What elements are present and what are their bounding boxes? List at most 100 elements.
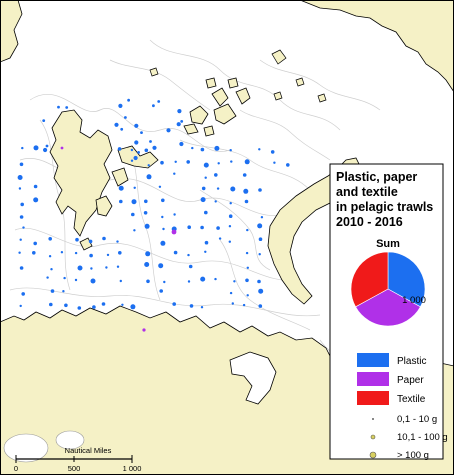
trawl-station-dot [19,304,22,308]
trawl-station-dot [172,302,176,306]
trawl-station-dot [258,148,261,151]
trawl-station-dot [92,305,96,309]
trawl-station-dot [245,251,249,255]
trawl-station-dot [32,251,36,255]
trawl-station-dot [42,119,46,122]
trawl-station-dot [176,122,181,127]
trawl-station-dot [75,237,79,242]
trawl-station-dot [242,303,246,307]
trawl-stations [17,98,290,332]
trawl-station-dot [62,290,65,293]
trawl-station-dot [245,278,249,283]
small-islands [149,49,327,103]
trawl-station-dot [229,149,232,152]
trawl-station-dot [246,228,249,232]
trawl-station-dot [214,277,217,281]
trawl-station-dot [127,98,130,102]
trawl-station-dot [149,140,152,143]
scale-tick-1000: 1 000 [123,464,142,473]
trawl-station-dot [133,229,136,232]
scale-bar-title: Nautical Miles [65,446,112,455]
trawl-station-dot [200,225,204,230]
trawl-station-dot [144,262,150,267]
trawl-station-dot [60,251,64,254]
trawl-station-dot [65,106,69,109]
trawl-station-dot [146,279,150,284]
greenland-land [0,0,23,63]
trawl-station-dot [230,186,236,192]
trawl-station-dot [258,253,261,256]
trawl-station-dot [174,160,177,163]
textile-swatch [357,391,389,405]
trawl-station-dot [163,280,166,284]
scale-tick-0: 0 [14,464,18,473]
trawl-station-dot [158,263,164,269]
trawl-station-dot [233,280,236,283]
trawl-station-dot [116,265,120,268]
trawl-station-dot [48,255,52,258]
trawl-station-dot [216,187,220,190]
trawl-station-dot [118,185,124,191]
trawl-station-dot [260,216,264,219]
trawl-station-dot [19,215,24,219]
trawl-station-dot [257,279,261,284]
legend-sum-label: Sum [376,238,400,250]
trawl-station-dot [88,239,93,244]
trawl-station-dot [204,240,209,245]
trawl-station-dot [257,223,263,229]
size-class-1-label: 0,1 - 10 g [397,414,437,425]
trawl-station-dot [286,163,290,167]
trawl-station-dot [204,176,207,179]
trawl-station-dot [121,303,124,306]
trawl-station-dot [152,104,155,108]
trawl-station-dot [119,199,123,204]
trawl-station-dot [187,280,191,283]
trawl-station-dot [186,160,190,164]
small-circle-icon [370,434,376,440]
trawl-station-dot [74,278,78,282]
trawl-station-dot [33,241,37,246]
trawl-station-dot [157,100,161,103]
trawl-station-dot [214,145,220,151]
trawl-station-dot [160,160,164,165]
trawl-station-dot [147,164,150,167]
trawl-station-dot [258,288,264,294]
trawl-station-dot [124,116,127,119]
trawl-station-dot [161,215,164,219]
trawl-station-dot [57,105,60,109]
size-class-2-label: 10,1 - 100 g [397,432,448,443]
trawl-station-dot [173,172,176,175]
trawl-station-dot [189,304,194,308]
trawl-station-dot [134,123,139,128]
trawl-station-dot [17,175,23,180]
trawl-station-dot [20,202,25,207]
trawl-station-dot [242,173,247,177]
trawl-station-dot [214,200,217,203]
trawl-station-dot [144,199,148,204]
trawl-station-dot [19,238,22,241]
trawl-station-dot [246,294,249,297]
trawl-station-dot [114,122,119,127]
trawl-station-dot [101,302,106,306]
trawl-station-dot [48,237,52,241]
trawl-station-dot [258,237,263,241]
trawl-station-dot [105,266,108,269]
trawl-station-dot [258,188,262,192]
trawl-station-dot [273,161,276,164]
trawl-station-dot [200,197,206,203]
legend-title-line-1: Plastic, paper [336,170,417,184]
trawl-station-dot [188,264,193,269]
trawl-station-dot [228,240,231,243]
trawl-station-dot [173,250,178,255]
legend-title-line-3: in pelagic trawls [336,200,433,214]
trawl-station-dot [90,267,93,270]
trawl-station-dot [118,103,123,108]
northern-land [299,0,454,93]
trawl-station-dot [173,213,176,216]
plastic-label: Plastic [397,356,426,367]
trawl-station-dot [200,276,206,282]
trawl-station-dot [216,226,220,230]
legend-title-line-2: and textile [336,185,398,199]
tiny-dot-icon [372,418,374,420]
trawl-station-dot [131,212,135,217]
